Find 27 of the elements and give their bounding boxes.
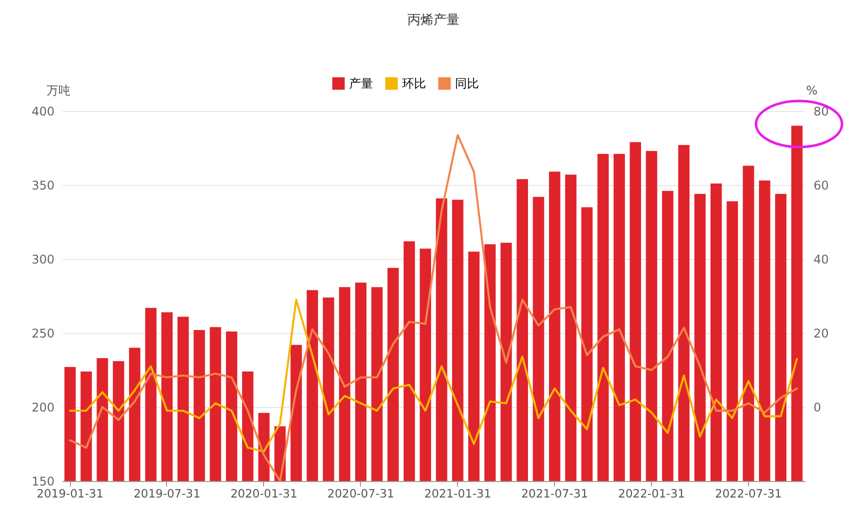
y2-tick-label: 0: [814, 400, 822, 414]
line-series: [69, 298, 798, 452]
y-tick-label: 350: [32, 178, 54, 192]
x-tick-label: 2022-01-31: [618, 486, 685, 500]
y-tick-label: 150: [32, 474, 54, 488]
line-series: [69, 134, 798, 482]
y2-tick-label: 40: [814, 252, 829, 266]
legend-label: 产量: [349, 76, 373, 91]
x-tick-label: 2019-01-31: [36, 486, 104, 500]
y2-tick-label: 60: [814, 178, 829, 192]
x-tick-label: 2021-01-31: [424, 486, 492, 500]
x-tick-label: 2021-07-31: [521, 486, 588, 500]
x-tick-label: 2019-07-31: [134, 486, 200, 500]
legend-label: 同比: [455, 76, 479, 91]
y2-tick-label: 80: [814, 104, 829, 118]
y-tick-label: 200: [32, 400, 54, 414]
chart-title: 丙烯产量: [408, 13, 460, 28]
x-tick-label: 2020-01-31: [230, 486, 298, 500]
y-axis-title: 万吨: [46, 84, 70, 98]
y2-tick-label: 20: [814, 326, 829, 340]
x-tick-label: 2020-07-31: [327, 486, 394, 500]
y2-axis-title: %: [806, 84, 818, 98]
x-tick-label: 2022-07-31: [715, 486, 782, 500]
y-tick-label: 250: [32, 326, 54, 340]
y-tick-label: 400: [32, 104, 54, 118]
y-tick-label: 300: [32, 252, 54, 266]
legend-label: 环比: [402, 76, 426, 91]
